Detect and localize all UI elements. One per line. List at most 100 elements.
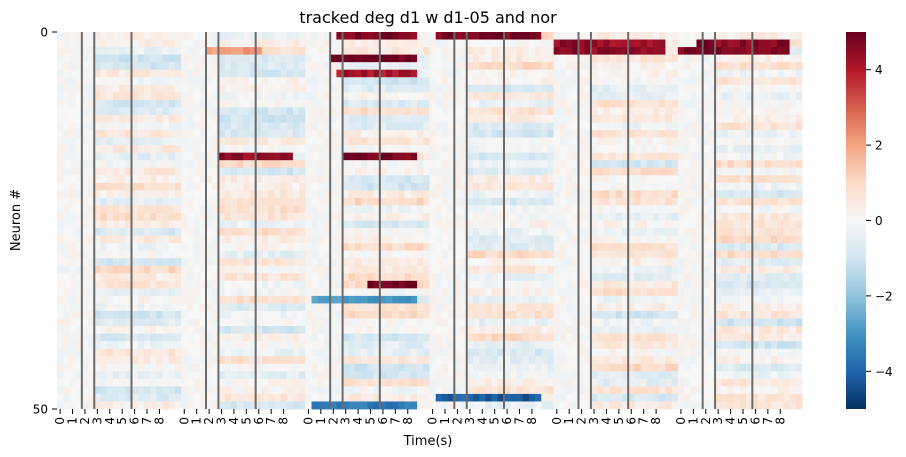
heatmap-cell xyxy=(615,273,623,282)
heatmap-cell xyxy=(224,130,232,138)
heatmap-cell xyxy=(137,32,145,40)
heatmap-cell xyxy=(367,326,375,334)
heatmap-cell xyxy=(119,145,126,154)
heatmap-cell xyxy=(355,235,362,244)
heatmap-cell xyxy=(777,190,784,199)
heatmap-cell xyxy=(224,92,232,101)
heatmap-cell xyxy=(392,265,399,274)
heatmap-cell xyxy=(677,92,685,101)
heatmap-cell xyxy=(770,303,778,312)
heatmap-cell xyxy=(460,265,468,274)
heatmap-cell xyxy=(584,99,592,108)
heatmap-cell xyxy=(361,62,368,71)
heatmap-cell xyxy=(237,167,244,176)
heatmap-cell xyxy=(292,250,300,259)
heatmap-cell xyxy=(206,333,213,342)
heatmap-cell xyxy=(137,137,145,146)
heatmap-cell xyxy=(94,54,101,63)
heatmap-cell xyxy=(187,326,194,334)
heatmap-cell xyxy=(75,295,83,304)
heatmap-cell xyxy=(75,326,83,334)
heatmap-cell xyxy=(578,47,586,56)
heatmap-cell xyxy=(237,32,244,40)
heatmap-cell xyxy=(237,92,244,101)
heatmap-cell xyxy=(280,333,288,342)
heatmap-cell xyxy=(305,280,312,289)
heatmap-cell xyxy=(590,47,598,56)
heatmap-cell xyxy=(100,341,108,350)
heatmap-cell xyxy=(646,280,654,289)
heatmap-cell xyxy=(373,190,381,199)
heatmap-cell xyxy=(206,84,213,93)
heatmap-cell xyxy=(764,69,772,78)
heatmap-cell xyxy=(677,160,685,169)
heatmap-cell xyxy=(336,341,343,350)
heatmap-cell xyxy=(597,47,604,56)
heatmap-cell xyxy=(261,182,269,191)
heatmap-cell xyxy=(553,190,561,199)
heatmap-cell xyxy=(373,92,381,101)
heatmap-cell xyxy=(789,235,797,244)
heatmap-cell xyxy=(392,228,399,236)
heatmap-cell xyxy=(559,205,567,214)
heatmap-cell xyxy=(621,39,629,48)
heatmap-cell xyxy=(168,99,176,108)
heatmap-cell xyxy=(330,77,337,86)
heatmap-cell xyxy=(361,235,368,244)
heatmap-cell xyxy=(286,77,294,86)
heatmap-cell xyxy=(218,220,226,229)
heatmap-cell xyxy=(460,205,468,214)
heatmap-cell xyxy=(609,273,617,282)
heatmap-cell xyxy=(268,310,275,319)
heatmap-cell xyxy=(690,288,697,297)
heatmap-cell xyxy=(466,212,474,221)
heatmap-cell xyxy=(112,318,120,327)
heatmap-cell xyxy=(584,160,592,169)
heatmap-cell xyxy=(373,69,381,78)
heatmap-cell xyxy=(448,220,455,229)
heatmap-cell xyxy=(454,182,461,191)
heatmap-cell xyxy=(640,39,648,48)
heatmap-cell xyxy=(715,145,722,154)
heatmap-cell xyxy=(367,92,375,101)
heatmap-cell xyxy=(491,77,499,86)
heatmap-cell xyxy=(516,107,524,116)
heatmap-cell xyxy=(261,288,269,297)
heatmap-cell xyxy=(168,145,176,154)
heatmap-cell xyxy=(274,303,281,312)
heatmap-cell xyxy=(628,303,635,312)
heatmap-cell xyxy=(733,152,741,161)
heatmap-cell xyxy=(547,318,555,327)
heatmap-cell xyxy=(504,77,511,86)
heatmap-cell xyxy=(392,167,399,176)
heatmap-cell xyxy=(355,145,362,154)
heatmap-cell xyxy=(553,228,561,236)
heatmap-cell xyxy=(584,280,592,289)
heatmap-cell xyxy=(404,99,412,108)
heatmap-cell xyxy=(522,84,530,93)
heatmap-cell xyxy=(330,228,337,236)
heatmap-cell xyxy=(404,175,412,184)
heatmap-cell xyxy=(292,318,300,327)
heatmap-cell xyxy=(435,228,443,236)
heatmap-cell xyxy=(485,228,492,236)
heatmap-cell xyxy=(305,114,312,123)
heatmap-cell xyxy=(553,175,561,184)
heatmap-cell xyxy=(249,212,257,221)
heatmap-cell xyxy=(659,288,666,297)
heatmap-cell xyxy=(528,122,536,131)
heatmap-cell xyxy=(739,182,747,191)
heatmap-cell xyxy=(491,47,499,56)
heatmap-cell xyxy=(684,243,691,252)
heatmap-cell xyxy=(770,145,778,154)
heatmap-cell xyxy=(590,235,598,244)
heatmap-cell xyxy=(100,114,108,123)
heatmap-cell xyxy=(292,160,300,169)
heatmap-cell xyxy=(255,205,263,214)
heatmap-cell xyxy=(286,310,294,319)
heatmap-cell xyxy=(460,341,468,350)
heatmap-cell xyxy=(466,92,474,101)
heatmap-cell xyxy=(479,341,486,350)
heatmap-cell xyxy=(752,47,759,56)
heatmap-cell xyxy=(696,54,704,63)
